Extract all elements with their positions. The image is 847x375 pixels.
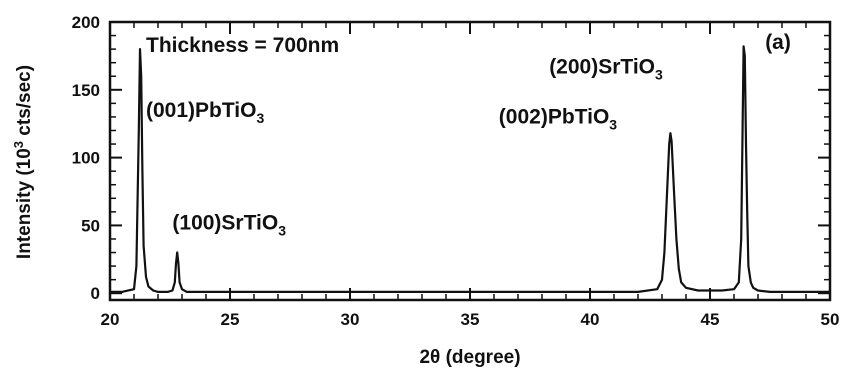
x-tick-label: 25 [221,310,240,329]
x-tick-label: 35 [461,310,480,329]
x-tick-label: 50 [821,310,840,329]
peak-annotation: (100)SrTiO3 [172,211,286,238]
y-axis-label-sup: 3 [11,141,26,148]
x-tick-label: 20 [101,310,120,329]
x-tick-label: 30 [341,310,360,329]
y-axis-label-main: Intensity (10 [14,148,35,259]
x-tick-label: 40 [581,310,600,329]
y-axis-label: Intensity (103 cts/sec) [11,65,35,259]
y-axis-label-tail: cts/sec) [14,65,35,141]
y-tick-label: 150 [72,81,100,100]
peak-annotation: (200)SrTiO3 [549,56,663,83]
y-tick-label: 0 [91,284,100,303]
y-tick-label: 100 [72,149,100,168]
peak-annotation: (a) [765,31,791,54]
plot-frame [108,20,832,302]
ticks-layer [109,21,831,300]
y-tick-label: 200 [72,13,100,32]
annotations-layer: Thickness = 700nm (001)PbTiO3 (100)SrTiO3 (… [146,31,791,238]
peak-annotation: (001)PbTiO3 [146,99,264,126]
x-axis-label: 2θ (degree) [419,347,520,368]
peak-annotation: (002)PbTiO3 [499,106,617,133]
tick-labels-layer: 20 25 30 35 40 45 50 0 50 100 150 200 [72,13,840,329]
y-tick-label: 50 [81,216,100,235]
x-tick-label: 45 [701,310,720,329]
peak-annotation: Thickness = 700nm [146,34,339,57]
series-line [110,45,830,293]
